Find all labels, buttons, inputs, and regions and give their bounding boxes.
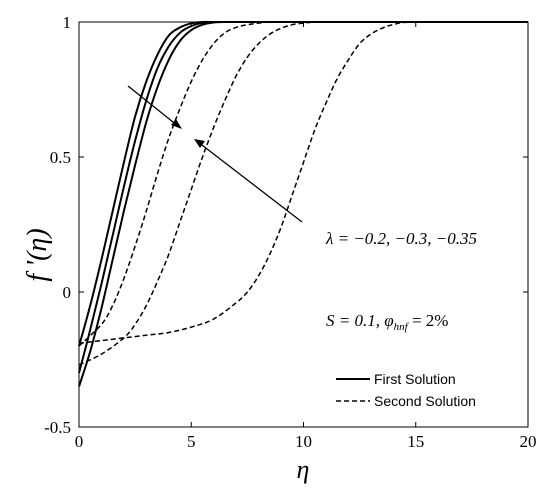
legend-label-second: Second Solution (374, 393, 476, 409)
x-tick-label: 5 (187, 432, 196, 451)
x-tick-label: 10 (295, 432, 312, 451)
arrow-first-solution-head (171, 119, 182, 129)
second-solution-line-5 (78, 21, 529, 345)
legend: First Solution Second Solution (336, 371, 476, 409)
second-solution-line-4 (78, 21, 528, 366)
annotation-arrows (127, 85, 303, 223)
first-solution-line-0 (78, 20, 528, 347)
series-layer (78, 20, 529, 387)
y-tick-label: -0.5 (44, 418, 71, 437)
first-solution-line-1 (78, 20, 528, 374)
arrow-second-solution (197, 141, 303, 223)
parameter-annotation-sub: hnf (394, 321, 410, 333)
y-tick-label: 1 (63, 13, 72, 32)
second-solution-line-3 (78, 21, 528, 347)
arrow-second-solution-head (194, 139, 205, 148)
parameter-annotation-main: S = 0.1, φ (326, 311, 394, 330)
legend-label-first: First Solution (374, 371, 456, 387)
parameter-annotation-value: = 2% (408, 311, 449, 330)
axes-layer: 0 5 10 15 20-0.500.51 (44, 13, 536, 451)
y-tick-label: 0.5 (50, 148, 71, 167)
x-tick-label: 0 (75, 432, 84, 451)
x-tick-label: 20 (520, 432, 537, 451)
arrow-first-solution (127, 85, 179, 127)
y-tick-label: 0 (63, 283, 72, 302)
parameter-annotation: S = 0.1, φhnf = 2% (326, 311, 448, 333)
y-axis-label: f '(η) (22, 228, 53, 281)
first-solution-line-2 (78, 20, 528, 387)
x-axis-label: η (297, 455, 310, 484)
lambda-annotation: λ = −0.2, −0.3, −0.35 (325, 229, 477, 248)
x-tick-label: 15 (407, 432, 424, 451)
